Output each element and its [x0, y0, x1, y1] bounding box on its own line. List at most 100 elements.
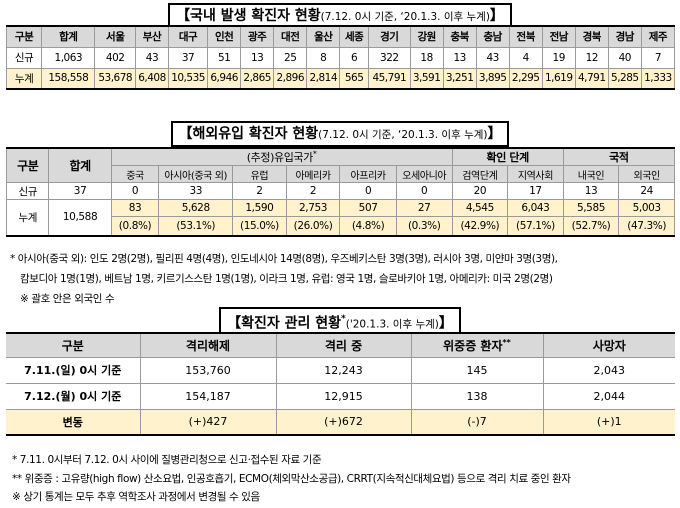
col-header: 사망자	[542, 332, 675, 358]
cell: 1,619	[541, 67, 576, 90]
header-region-group: (추정)유입국가*	[110, 147, 453, 166]
cell: 8	[306, 46, 341, 69]
cell: 2,043	[542, 356, 675, 384]
col-header: 부산	[134, 25, 169, 48]
cell: 138	[410, 382, 544, 410]
cell: 43	[134, 46, 169, 69]
subcol-header: 오세아니아	[395, 165, 453, 183]
cell: 145	[410, 356, 544, 384]
cell: 4,545	[451, 199, 509, 217]
subcol-header: 아메리카	[285, 165, 341, 183]
cell: 6,043	[507, 199, 564, 217]
header-stage-group: 확인 단계	[451, 147, 564, 166]
cell: 12,915	[275, 382, 412, 410]
cell: 20	[451, 182, 509, 200]
cell: 2	[232, 182, 287, 200]
col-header: 광주	[240, 25, 275, 48]
row-label: 신규	[5, 46, 43, 69]
col-header: 전남	[541, 25, 576, 48]
col-header: 격리해제	[139, 332, 277, 358]
row-label: 변동	[6, 408, 141, 436]
cell: (+)427	[139, 408, 277, 436]
col-header: 합계	[41, 25, 96, 48]
overseas-group-header-row: 구분 합계 (추정)유입국가* 확인 단계 국적	[5, 147, 676, 183]
domestic-header-row: 구분 합계 서울 부산 대구 인천 광주 대전 울산 세종 경기 강원 충북 충…	[5, 25, 676, 48]
subcol-header: 중국	[110, 165, 160, 183]
cell: 51	[207, 46, 242, 69]
cell: 153,760	[139, 356, 277, 384]
cell: (57.1%)	[507, 216, 564, 236]
cell: (15.0%)	[232, 216, 287, 236]
table-row: 7.11.(일) 0시 기준 153,760 12,243 145 2,043	[6, 356, 675, 384]
overseas-title-main: 【해외유입 확진자 현황	[178, 126, 319, 142]
cell: 33	[158, 182, 234, 200]
overseas-note: 캄보디아 1명(1명), 베트남 1명, 키르기스스탄 1명(1명), 이라크 …	[20, 273, 553, 285]
management-note: * 7.11. 0시부터 7.12. 0시 사이에 질병관리청으로 신고·접수된…	[12, 454, 322, 466]
col-header-critical: 위중증 환자**	[410, 332, 544, 358]
management-title-sub: ('20.1.3. 이후 누계)	[345, 318, 439, 331]
col-header: 서울	[94, 25, 136, 48]
cell: 40	[607, 46, 642, 69]
col-header: 구분	[6, 332, 141, 358]
cell: 1,333	[640, 67, 676, 90]
subcol-header: 유럽	[232, 165, 287, 183]
header-label: 구분	[5, 147, 50, 183]
col-header: 전북	[508, 25, 543, 48]
cell: 18	[409, 46, 444, 69]
cell: (0.3%)	[395, 216, 453, 236]
col-header: 세종	[339, 25, 370, 48]
col-header: 경남	[607, 25, 642, 48]
cell: (4.8%)	[339, 216, 397, 236]
table-row: (0.8%) (53.1%) (15.0%) (26.0%) (4.8%) (0…	[7, 216, 675, 236]
subcol-header: 아시아(중국 외)	[158, 165, 234, 183]
cell: (42.9%)	[451, 216, 509, 236]
subcol-header: 외국인	[618, 165, 675, 183]
col-header: 경북	[574, 25, 609, 48]
cell: 19	[541, 46, 576, 69]
overseas-title-end: 】	[487, 126, 502, 142]
header-total: 합계	[48, 147, 112, 183]
cell: 12	[574, 46, 609, 69]
header-region-mark: *	[312, 149, 317, 159]
domestic-title-main: 【국내 발생 확진자 현황	[176, 8, 321, 24]
subcol-header: 내국인	[562, 165, 620, 183]
col-header: 구분	[5, 25, 43, 48]
row-label: 7.11.(일) 0시 기준	[6, 356, 141, 384]
cell: 6	[339, 46, 370, 69]
cell: 25	[273, 46, 308, 69]
cell: 565	[339, 67, 370, 90]
col-header: 격리 중	[275, 332, 412, 358]
cell: 6,946	[207, 67, 242, 90]
cell: 13	[240, 46, 275, 69]
case-management-table: 구분 격리해제 격리 중 위중증 환자** 사망자 7.11.(일) 0시 기준…	[6, 332, 675, 436]
cell: 2,295	[508, 67, 543, 90]
cell: 322	[368, 46, 411, 69]
domestic-title-sub: (7.12. 0시 기준, ‘20.1.3. 이후 누계)	[320, 11, 490, 23]
cell: 0	[395, 182, 453, 200]
cell: 7	[640, 46, 676, 69]
table-row: 신규 37 0 33 2 2 0 0 20 17 13 24	[5, 182, 675, 200]
cell: 2,865	[240, 67, 275, 90]
cell: 27	[395, 199, 453, 217]
header-region-label: (추정)유입국가	[246, 151, 314, 164]
management-title-main: 【확진자 관리 현황	[227, 315, 342, 332]
cell: 158,558	[41, 67, 96, 90]
header-nationality-group: 국적	[562, 147, 676, 166]
cell: (52.7%)	[562, 216, 620, 236]
cell: 2,814	[306, 67, 341, 90]
cell: 2,753	[285, 199, 341, 217]
cell: 402	[94, 46, 136, 69]
management-title-mark: *	[341, 314, 346, 324]
table-row: 누계 158,558 53,678 6,408 10,535 6,946 2,8…	[5, 67, 676, 90]
management-note: ※ 상기 통계는 모두 추후 역학조사 과정에서 변경될 수 있음	[12, 491, 260, 503]
cell: (-)7	[410, 408, 544, 436]
cell: 1,590	[232, 199, 287, 217]
cell: 10,588	[48, 199, 112, 236]
overseas-note: * 아시아(중국 외): 인도 2명(2명), 필리핀 4명(4명), 인도네시…	[10, 253, 558, 265]
cell: 13	[442, 46, 477, 69]
cell: 3,591	[409, 67, 444, 90]
cell: 2,896	[273, 67, 308, 90]
management-note: ** 위중증 : 고유량(high flow) 산소요법, 인공호흡기, ECM…	[12, 473, 571, 485]
cell: 83	[110, 199, 160, 217]
cell: (0.8%)	[110, 216, 160, 236]
